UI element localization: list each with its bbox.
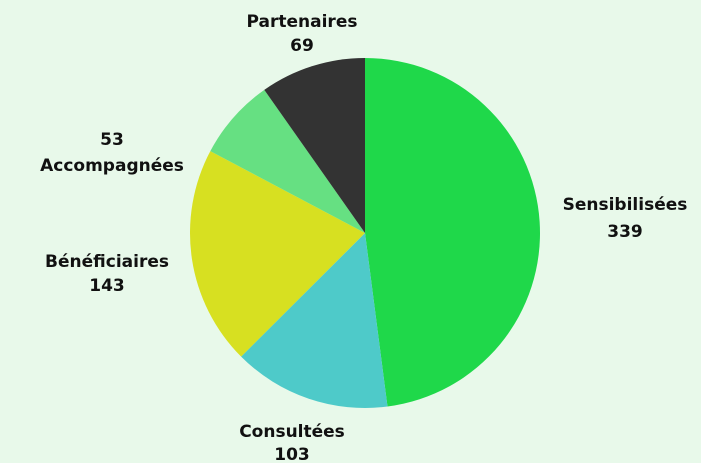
pie-slice — [241, 233, 388, 408]
pie-slice — [190, 151, 365, 357]
slice-label: Partenaires — [247, 12, 358, 32]
slice-label: Bénéficiaires — [45, 252, 169, 272]
slice-value: 143 — [89, 276, 125, 296]
slice-value: 339 — [607, 222, 643, 242]
slice-label: Consultées — [239, 422, 345, 442]
slice-label: Sensibilisées — [563, 195, 688, 215]
pie-slice — [210, 89, 365, 233]
slice-label: Accompagnées — [40, 156, 184, 176]
slice-value: 103 — [274, 445, 310, 463]
slice-value: 53 — [100, 130, 124, 150]
slice-value: 69 — [290, 36, 314, 56]
pie-slice — [264, 58, 365, 233]
pie-slice — [365, 58, 541, 407]
